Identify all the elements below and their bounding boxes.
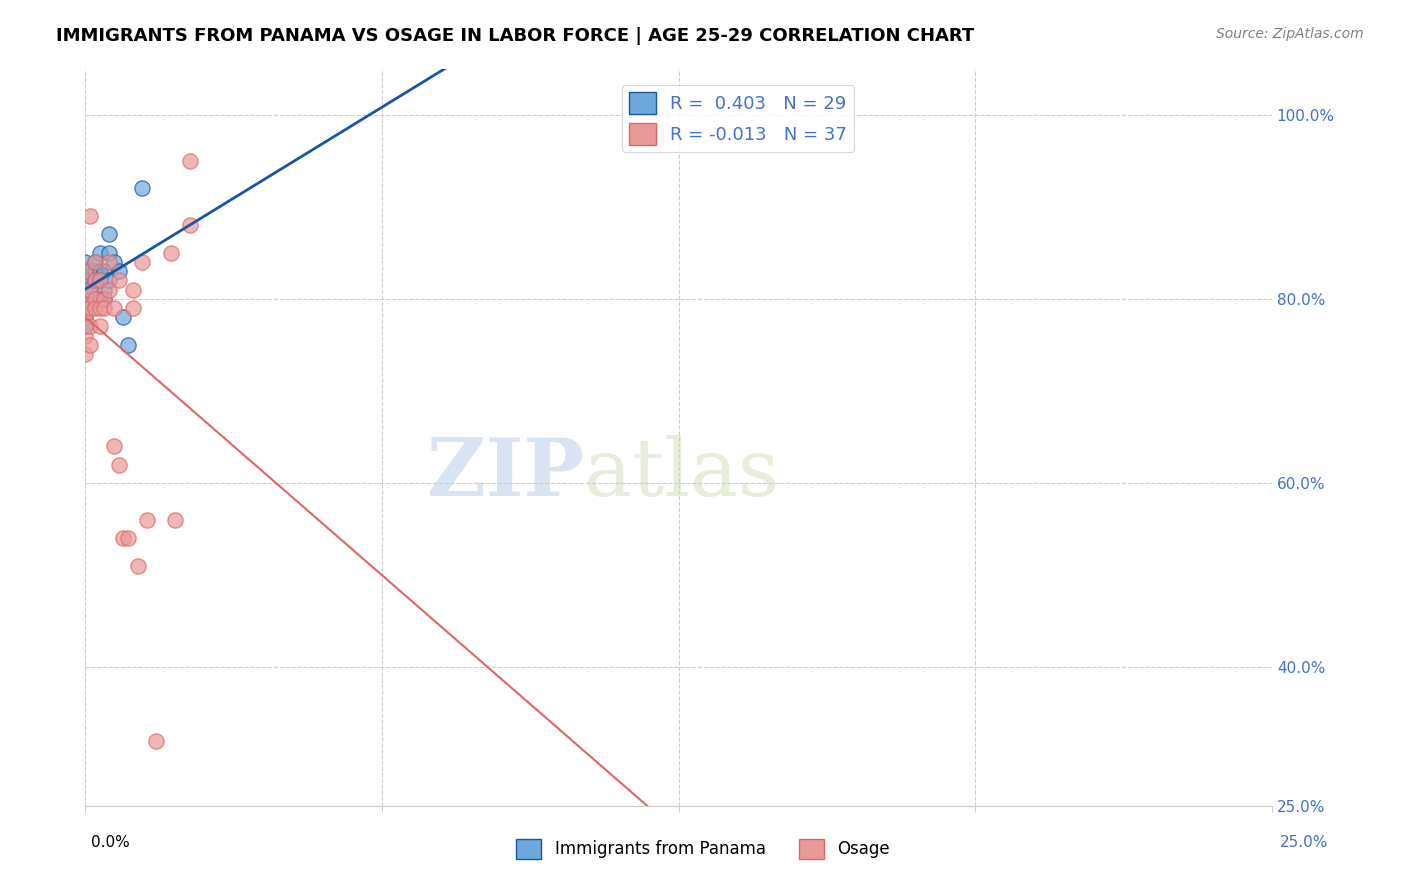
- Point: [89, 292, 111, 306]
- Point: [179, 218, 201, 232]
- Legend: R =  0.403   N = 29, R = -0.013   N = 37: R = 0.403 N = 29, R = -0.013 N = 37: [621, 85, 855, 153]
- Point: [75, 301, 97, 315]
- Point: [103, 439, 125, 453]
- Point: [75, 319, 97, 334]
- Point: [93, 301, 115, 315]
- Point: [75, 273, 97, 287]
- Text: ZIP: ZIP: [426, 435, 583, 513]
- Point: [75, 255, 97, 269]
- Point: [75, 310, 97, 325]
- Point: [79, 283, 101, 297]
- Text: IMMIGRANTS FROM PANAMA VS OSAGE IN LABOR FORCE | AGE 25-29 CORRELATION CHART: IMMIGRANTS FROM PANAMA VS OSAGE IN LABOR…: [56, 27, 974, 45]
- Point: [93, 264, 115, 278]
- Point: [79, 283, 101, 297]
- Point: [83, 255, 105, 269]
- Text: 0.0%: 0.0%: [91, 836, 131, 850]
- Point: [98, 255, 121, 269]
- Point: [117, 338, 139, 352]
- Point: [98, 227, 121, 242]
- Point: [145, 734, 167, 748]
- Text: Source: ZipAtlas.com: Source: ZipAtlas.com: [1216, 27, 1364, 41]
- Point: [83, 255, 105, 269]
- Point: [131, 255, 153, 269]
- Point: [136, 513, 159, 527]
- Text: atlas: atlas: [583, 435, 779, 513]
- Point: [75, 347, 97, 361]
- Point: [112, 532, 135, 546]
- Point: [89, 245, 111, 260]
- Point: [89, 273, 111, 287]
- Point: [79, 338, 101, 352]
- Point: [103, 255, 125, 269]
- Point: [98, 283, 121, 297]
- Point: [98, 273, 121, 287]
- Point: [112, 310, 135, 325]
- Point: [121, 301, 143, 315]
- Point: [83, 292, 105, 306]
- Point: [83, 264, 105, 278]
- Point: [79, 273, 101, 287]
- Point: [79, 301, 101, 315]
- Point: [75, 292, 97, 306]
- Point: [121, 283, 143, 297]
- Point: [75, 264, 97, 278]
- Point: [75, 283, 97, 297]
- Point: [107, 273, 129, 287]
- Point: [75, 310, 97, 325]
- Point: [89, 319, 111, 334]
- Point: [107, 264, 129, 278]
- Point: [75, 264, 97, 278]
- Legend: Immigrants from Panama, Osage: Immigrants from Panama, Osage: [509, 832, 897, 866]
- Point: [83, 301, 105, 315]
- Point: [83, 273, 105, 287]
- Point: [75, 328, 97, 343]
- Point: [93, 292, 115, 306]
- Text: 25.0%: 25.0%: [1281, 836, 1329, 850]
- Point: [79, 319, 101, 334]
- Point: [83, 273, 105, 287]
- Point: [89, 273, 111, 287]
- Point: [117, 532, 139, 546]
- Point: [165, 513, 187, 527]
- Point: [93, 292, 115, 306]
- Point: [93, 283, 115, 297]
- Point: [75, 292, 97, 306]
- Point: [98, 245, 121, 260]
- Point: [159, 245, 181, 260]
- Point: [89, 301, 111, 315]
- Point: [179, 153, 201, 168]
- Point: [131, 181, 153, 195]
- Point: [79, 209, 101, 223]
- Point: [127, 559, 149, 574]
- Point: [89, 264, 111, 278]
- Point: [103, 301, 125, 315]
- Point: [79, 264, 101, 278]
- Point: [107, 458, 129, 472]
